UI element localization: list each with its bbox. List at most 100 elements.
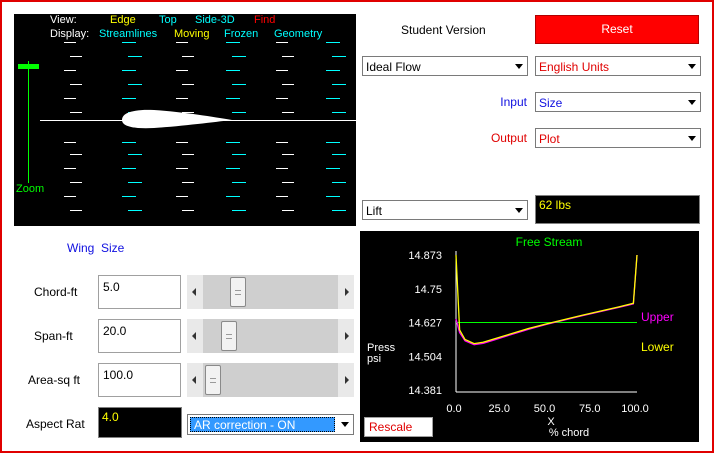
arrow-right-icon xyxy=(345,376,349,384)
streamline-streak xyxy=(326,42,340,43)
span-slider[interactable] xyxy=(187,319,354,353)
chord-input[interactable]: 5.0 xyxy=(98,275,181,309)
streamline-streak xyxy=(64,42,76,43)
chord-slider-thumb[interactable] xyxy=(230,277,247,307)
chord-slider-right-button[interactable] xyxy=(338,275,354,309)
chevron-down-icon xyxy=(515,64,523,69)
streamline-streak xyxy=(182,84,194,85)
legend-lower: Lower xyxy=(641,340,674,354)
y-tick-label: 14.873 xyxy=(408,250,442,262)
streamline-streak xyxy=(122,42,136,43)
chevron-down-icon xyxy=(515,208,523,213)
area-slider-thumb[interactable] xyxy=(205,365,221,395)
area-value: 100.0 xyxy=(103,368,134,382)
result-value-display: 62 lbs xyxy=(535,195,700,224)
ar-correction-select[interactable]: AR correction - ON xyxy=(187,414,354,435)
y-tick-label: 14.381 xyxy=(408,385,442,397)
chord-label: Chord-ft xyxy=(34,285,78,299)
units-value: English Units xyxy=(539,60,610,74)
ar-correction-value: AR correction - ON xyxy=(194,418,296,432)
zoom-slider-track[interactable] xyxy=(28,61,29,183)
streamline-streak xyxy=(276,98,288,99)
flow-viewer[interactable]: View: Edge Top Side-3D Find Display: Str… xyxy=(14,14,356,226)
streamline-streak xyxy=(122,196,136,197)
units-select[interactable]: English Units xyxy=(535,56,701,76)
streamline-streak xyxy=(122,70,136,71)
span-slider-thumb[interactable] xyxy=(221,321,238,351)
y-tick-label: 14.504 xyxy=(408,351,442,363)
result-quantity-select[interactable]: Lift xyxy=(362,200,528,220)
chord-slider[interactable] xyxy=(187,275,354,309)
result-quantity-value: Lift xyxy=(366,204,383,218)
display-frozen-button[interactable]: Frozen xyxy=(224,28,259,40)
streamline-streak xyxy=(182,56,194,57)
rescale-button[interactable]: Rescale xyxy=(364,417,433,437)
streamline-streak xyxy=(232,84,246,85)
zoom-slider-handle[interactable] xyxy=(18,64,39,69)
span-slider-right-button[interactable] xyxy=(338,319,354,353)
streamline-streak xyxy=(182,112,194,113)
view-side-3d-button[interactable]: Side-3D xyxy=(195,14,235,26)
input-select[interactable]: Size xyxy=(535,92,701,112)
streamline-streak xyxy=(70,84,82,85)
streamline-streak xyxy=(332,210,346,211)
display-label: Display: xyxy=(50,28,90,40)
display-moving-button[interactable]: Moving xyxy=(174,28,210,40)
streamline-streak xyxy=(176,142,188,143)
reset-button[interactable]: Reset xyxy=(535,15,699,44)
span-slider-left-button[interactable] xyxy=(187,319,203,353)
streamline-streak xyxy=(326,168,340,169)
view-top-button[interactable]: Top xyxy=(159,14,177,26)
streamline-streak xyxy=(64,98,76,99)
aspect-ratio-value: 4.0 xyxy=(102,410,119,424)
output-label: Output xyxy=(490,131,527,145)
flow-type-select[interactable]: Ideal Flow xyxy=(362,56,528,76)
display-geometry-button[interactable]: Geometry xyxy=(274,28,323,40)
area-input[interactable]: 100.0 xyxy=(98,363,181,397)
area-slider-left-button[interactable] xyxy=(187,363,203,397)
streamline-streak xyxy=(182,154,194,155)
streamline-streak xyxy=(332,56,346,57)
streamline-streak xyxy=(276,196,288,197)
chevron-down-icon xyxy=(688,64,696,69)
view-find-button[interactable]: Find xyxy=(254,14,276,26)
display-streamlines-button[interactable]: Streamlines xyxy=(99,28,158,40)
streamline-streak xyxy=(332,182,346,183)
streamline-streak xyxy=(232,154,246,155)
arrow-left-icon xyxy=(192,376,196,384)
streamline-streak xyxy=(226,168,240,169)
streamline-streak xyxy=(226,42,240,43)
streamline-streak xyxy=(122,142,136,143)
size-title: Size xyxy=(101,241,125,255)
streamline-streak xyxy=(282,182,294,183)
area-slider-right-button[interactable] xyxy=(338,363,354,397)
aspect-ratio-display: 4.0 xyxy=(98,407,182,438)
x-tick-label: 25.0 xyxy=(489,403,510,415)
streamline-streak xyxy=(332,84,346,85)
span-label: Span-ft xyxy=(34,329,73,343)
plot-title: Free Stream xyxy=(516,235,583,249)
output-select[interactable]: Plot xyxy=(535,128,701,148)
series-line-lower xyxy=(455,254,638,345)
span-input[interactable]: 20.0 xyxy=(98,319,181,353)
streamline-streak xyxy=(326,196,340,197)
streamline-streak xyxy=(176,98,188,99)
view-edge-button[interactable]: Edge xyxy=(110,14,136,26)
y-axis-label-press: Press xyxy=(367,342,396,354)
input-label: Input xyxy=(500,95,527,109)
streamline-streak xyxy=(182,182,194,183)
wing-title: Wing xyxy=(67,241,95,255)
pressure-plot: Free Stream 14.873 14.75 14.627 14.504 14.381… xyxy=(360,231,699,442)
streamline-streak xyxy=(122,98,136,99)
arrow-left-icon xyxy=(192,288,196,296)
streamline-streak xyxy=(128,84,142,85)
streamline-streak xyxy=(176,70,188,71)
streamline-streak xyxy=(64,70,76,71)
streamline-streak xyxy=(64,168,76,169)
area-slider[interactable] xyxy=(187,363,354,397)
streamline-streak xyxy=(276,70,288,71)
chevron-down-icon xyxy=(341,422,349,427)
streamline-streak xyxy=(232,112,246,113)
chord-slider-left-button[interactable] xyxy=(187,275,203,309)
